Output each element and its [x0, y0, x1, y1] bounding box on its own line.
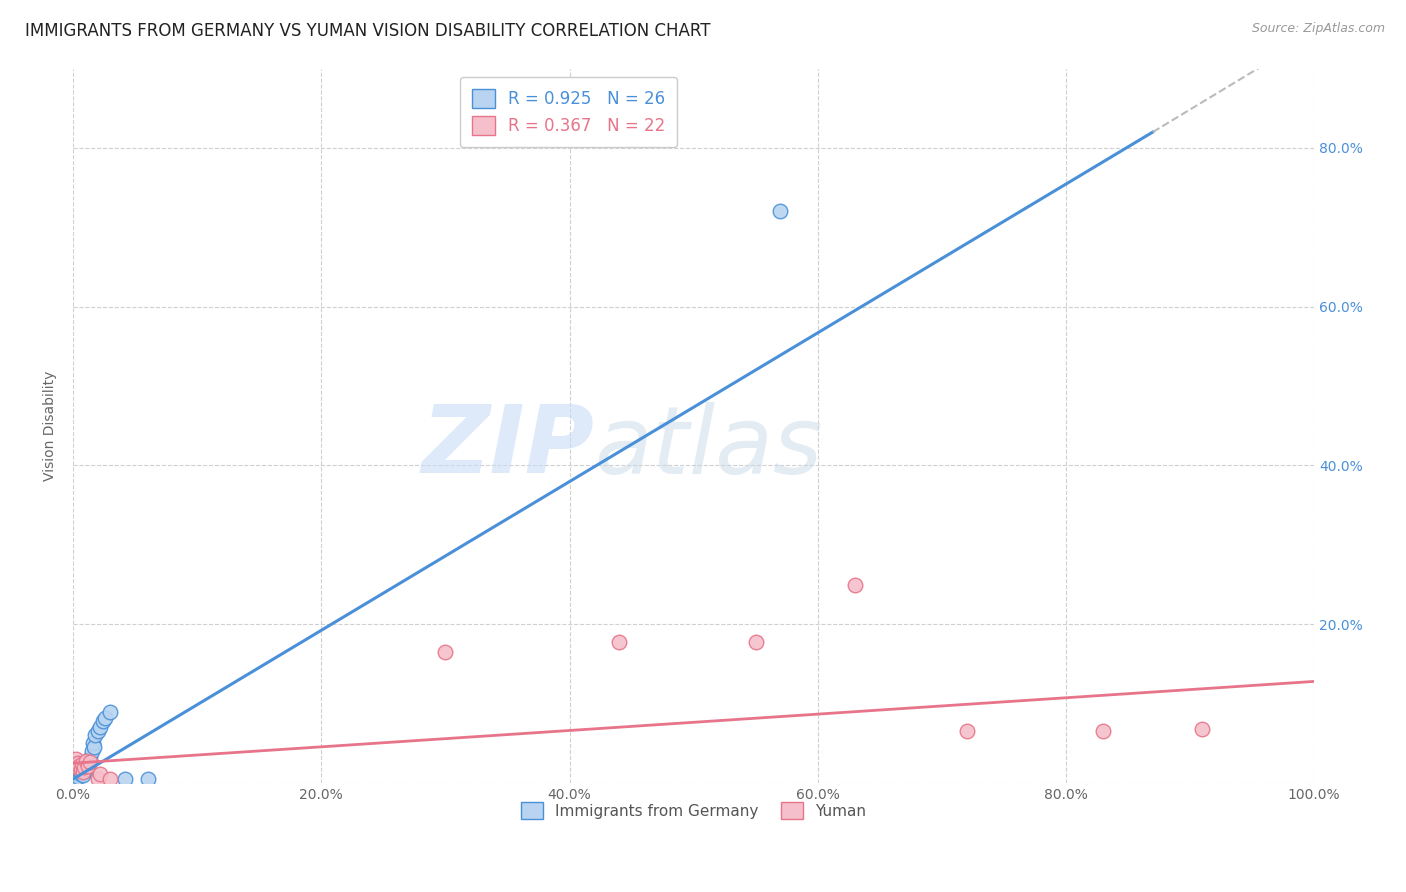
- Point: [82, 736, 104, 750]
- Point: [114, 772, 136, 786]
- Point: [69, 766, 91, 780]
- Point: [70, 756, 93, 771]
- Point: [65, 752, 87, 766]
- Point: [72, 768, 94, 782]
- Point: [98, 705, 121, 719]
- Point: [744, 634, 766, 648]
- Point: [77, 754, 100, 768]
- Point: [67, 756, 90, 771]
- Point: [91, 714, 114, 728]
- Point: [76, 758, 98, 772]
- Point: [66, 760, 89, 774]
- Point: [77, 756, 100, 771]
- Point: [75, 754, 97, 768]
- Point: [607, 634, 630, 648]
- Point: [75, 760, 97, 774]
- Point: [65, 768, 87, 782]
- Point: [67, 764, 90, 778]
- Point: [1092, 724, 1115, 739]
- Point: [1191, 722, 1213, 736]
- Point: [98, 772, 121, 786]
- Point: [67, 770, 90, 784]
- Point: [83, 740, 105, 755]
- Text: atlas: atlas: [595, 401, 823, 492]
- Text: IMMIGRANTS FROM GERMANY VS YUMAN VISION DISABILITY CORRELATION CHART: IMMIGRANTS FROM GERMANY VS YUMAN VISION …: [25, 22, 711, 40]
- Point: [87, 772, 110, 786]
- Point: [79, 756, 101, 770]
- Point: [84, 728, 107, 742]
- Point: [136, 772, 159, 786]
- Point: [80, 744, 103, 758]
- Point: [844, 577, 866, 591]
- Y-axis label: Vision Disability: Vision Disability: [44, 370, 58, 481]
- Point: [70, 762, 93, 776]
- Text: Source: ZipAtlas.com: Source: ZipAtlas.com: [1251, 22, 1385, 36]
- Point: [66, 766, 89, 780]
- Point: [75, 762, 97, 776]
- Point: [73, 760, 96, 774]
- Point: [769, 204, 792, 219]
- Point: [73, 764, 96, 778]
- Point: [69, 762, 91, 776]
- Point: [79, 750, 101, 764]
- Point: [89, 721, 111, 735]
- Legend: Immigrants from Germany, Yuman: Immigrants from Germany, Yuman: [515, 796, 872, 825]
- Text: ZIP: ZIP: [422, 401, 595, 493]
- Point: [94, 711, 117, 725]
- Point: [72, 764, 94, 779]
- Point: [434, 645, 457, 659]
- Point: [956, 724, 979, 739]
- Point: [77, 758, 100, 772]
- Point: [89, 766, 111, 780]
- Point: [87, 724, 110, 739]
- Point: [67, 758, 90, 772]
- Point: [62, 756, 84, 771]
